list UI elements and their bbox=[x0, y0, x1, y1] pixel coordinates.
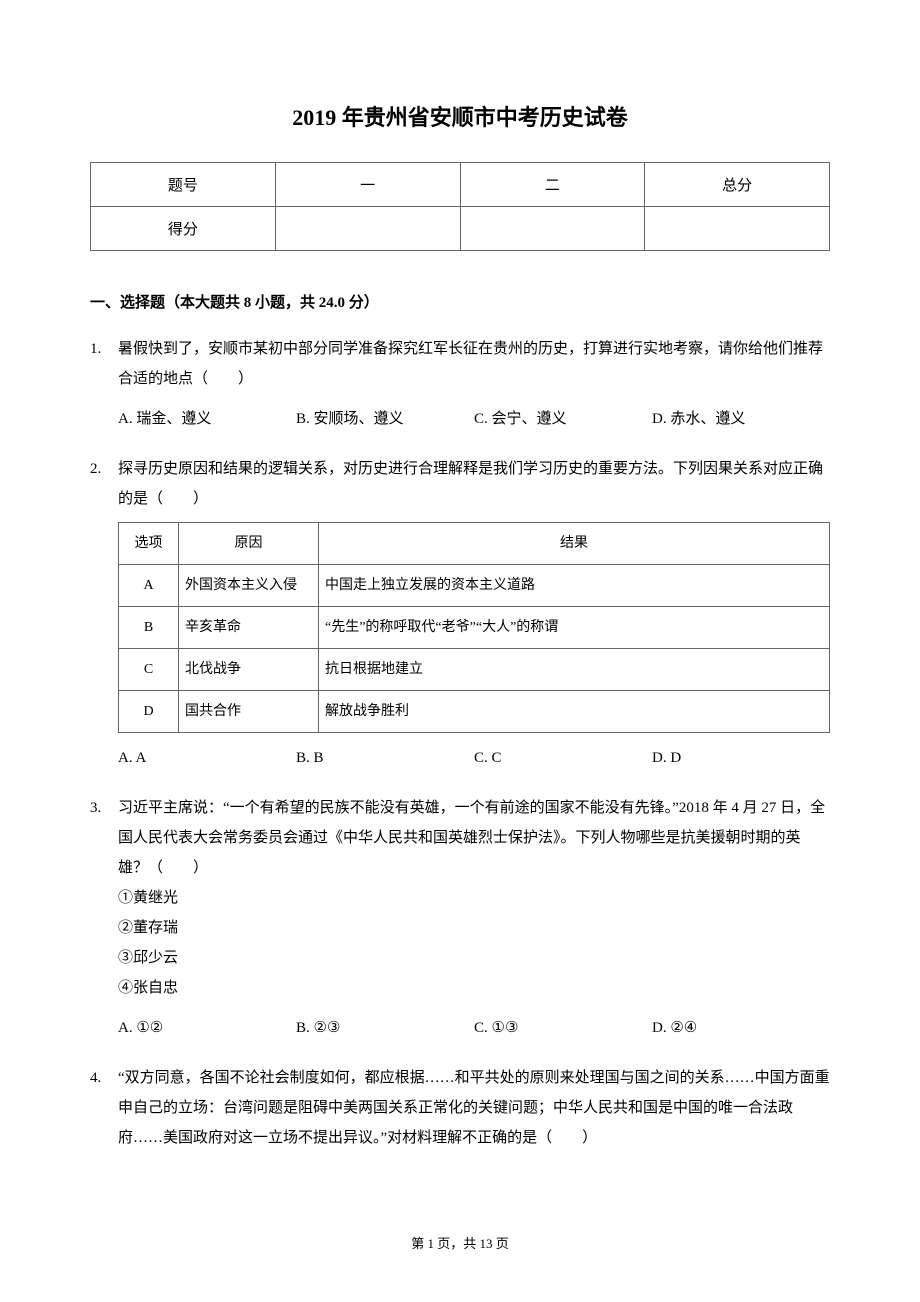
sub-item: ④张自忠 bbox=[118, 973, 830, 1003]
score-header-cell: 二 bbox=[460, 163, 645, 207]
option-d: D. D bbox=[652, 743, 830, 773]
table-cell: C bbox=[119, 649, 179, 691]
question-number: 1. bbox=[90, 334, 118, 436]
table-cell: 抗日根据地建立 bbox=[319, 649, 830, 691]
options-row: A. A B. B C. C D. D bbox=[118, 743, 830, 773]
table-cell: 外国资本主义入侵 bbox=[179, 565, 319, 607]
question-4: 4. “双方同意，各国不论社会制度如何，都应根据……和平共处的原则来处理国与国之… bbox=[90, 1063, 830, 1153]
score-header-cell: 一 bbox=[275, 163, 460, 207]
table-cell: “先生”的称呼取代“老爷”“大人”的称谓 bbox=[319, 607, 830, 649]
table-cell: 国共合作 bbox=[179, 691, 319, 733]
option-a: A. 瑞金、遵义 bbox=[118, 404, 296, 434]
score-cell bbox=[645, 207, 830, 251]
table-header-cell: 原因 bbox=[179, 523, 319, 565]
table-row: B 辛亥革命 “先生”的称呼取代“老爷”“大人”的称谓 bbox=[119, 607, 830, 649]
score-table: 题号 一 二 总分 得分 bbox=[90, 162, 830, 251]
table-row: 得分 bbox=[91, 207, 830, 251]
option-c: C. C bbox=[474, 743, 652, 773]
score-header-cell: 题号 bbox=[91, 163, 276, 207]
option-b: B. B bbox=[296, 743, 474, 773]
question-3: 3. 习近平主席说：“一个有希望的民族不能没有英雄，一个有前途的国家不能没有先锋… bbox=[90, 793, 830, 1045]
table-row: A 外国资本主义入侵 中国走上独立发展的资本主义道路 bbox=[119, 565, 830, 607]
sub-item: ①黄继光 bbox=[118, 883, 830, 913]
option-c: C. 会宁、遵义 bbox=[474, 404, 652, 434]
page-title: 2019 年贵州省安顺市中考历史试卷 bbox=[90, 100, 830, 132]
sub-item: ③邱少云 bbox=[118, 943, 830, 973]
option-c: C. ①③ bbox=[474, 1013, 652, 1043]
sub-items: ①黄继光 ②董存瑞 ③邱少云 ④张自忠 bbox=[118, 883, 830, 1003]
question-text: 习近平主席说：“一个有希望的民族不能没有英雄，一个有前途的国家不能没有先锋。”2… bbox=[118, 793, 830, 883]
table-header-cell: 结果 bbox=[319, 523, 830, 565]
table-row: C 北伐战争 抗日根据地建立 bbox=[119, 649, 830, 691]
option-d: D. 赤水、遵义 bbox=[652, 404, 830, 434]
table-cell: A bbox=[119, 565, 179, 607]
score-header-cell: 总分 bbox=[645, 163, 830, 207]
table-row: 题号 一 二 总分 bbox=[91, 163, 830, 207]
table-row: 选项 原因 结果 bbox=[119, 523, 830, 565]
table-cell: B bbox=[119, 607, 179, 649]
option-d: D. ②④ bbox=[652, 1013, 830, 1043]
question-text: 暑假快到了，安顺市某初中部分同学准备探究红军长征在贵州的历史，打算进行实地考察，… bbox=[118, 334, 830, 394]
table-row: D 国共合作 解放战争胜利 bbox=[119, 691, 830, 733]
score-cell: 得分 bbox=[91, 207, 276, 251]
question-2: 2. 探寻历史原因和结果的逻辑关系，对历史进行合理解释是我们学习历史的重要方法。… bbox=[90, 454, 830, 775]
table-cell: 中国走上独立发展的资本主义道路 bbox=[319, 565, 830, 607]
question-number: 3. bbox=[90, 793, 118, 1045]
option-a: A. ①② bbox=[118, 1013, 296, 1043]
question-text: “双方同意，各国不论社会制度如何，都应根据……和平共处的原则来处理国与国之间的关… bbox=[118, 1063, 830, 1153]
table-header-cell: 选项 bbox=[119, 523, 179, 565]
options-row: A. ①② B. ②③ C. ①③ D. ②④ bbox=[118, 1013, 830, 1043]
table-cell: 辛亥革命 bbox=[179, 607, 319, 649]
option-a: A. A bbox=[118, 743, 296, 773]
option-b: B. 安顺场、遵义 bbox=[296, 404, 474, 434]
score-cell bbox=[460, 207, 645, 251]
question-number: 4. bbox=[90, 1063, 118, 1153]
table-cell: 北伐战争 bbox=[179, 649, 319, 691]
question-number: 2. bbox=[90, 454, 118, 775]
option-b: B. ②③ bbox=[296, 1013, 474, 1043]
options-row: A. 瑞金、遵义 B. 安顺场、遵义 C. 会宁、遵义 D. 赤水、遵义 bbox=[118, 404, 830, 434]
section-1-header: 一、选择题（本大题共 8 小题，共 24.0 分） bbox=[90, 291, 830, 312]
question-text: 探寻历史原因和结果的逻辑关系，对历史进行合理解释是我们学习历史的重要方法。下列因… bbox=[118, 454, 830, 514]
cause-effect-table: 选项 原因 结果 A 外国资本主义入侵 中国走上独立发展的资本主义道路 B 辛亥… bbox=[118, 522, 830, 733]
table-cell: D bbox=[119, 691, 179, 733]
sub-item: ②董存瑞 bbox=[118, 913, 830, 943]
score-cell bbox=[275, 207, 460, 251]
page-footer: 第 1 页，共 13 页 bbox=[0, 1233, 920, 1252]
table-cell: 解放战争胜利 bbox=[319, 691, 830, 733]
question-1: 1. 暑假快到了，安顺市某初中部分同学准备探究红军长征在贵州的历史，打算进行实地… bbox=[90, 334, 830, 436]
